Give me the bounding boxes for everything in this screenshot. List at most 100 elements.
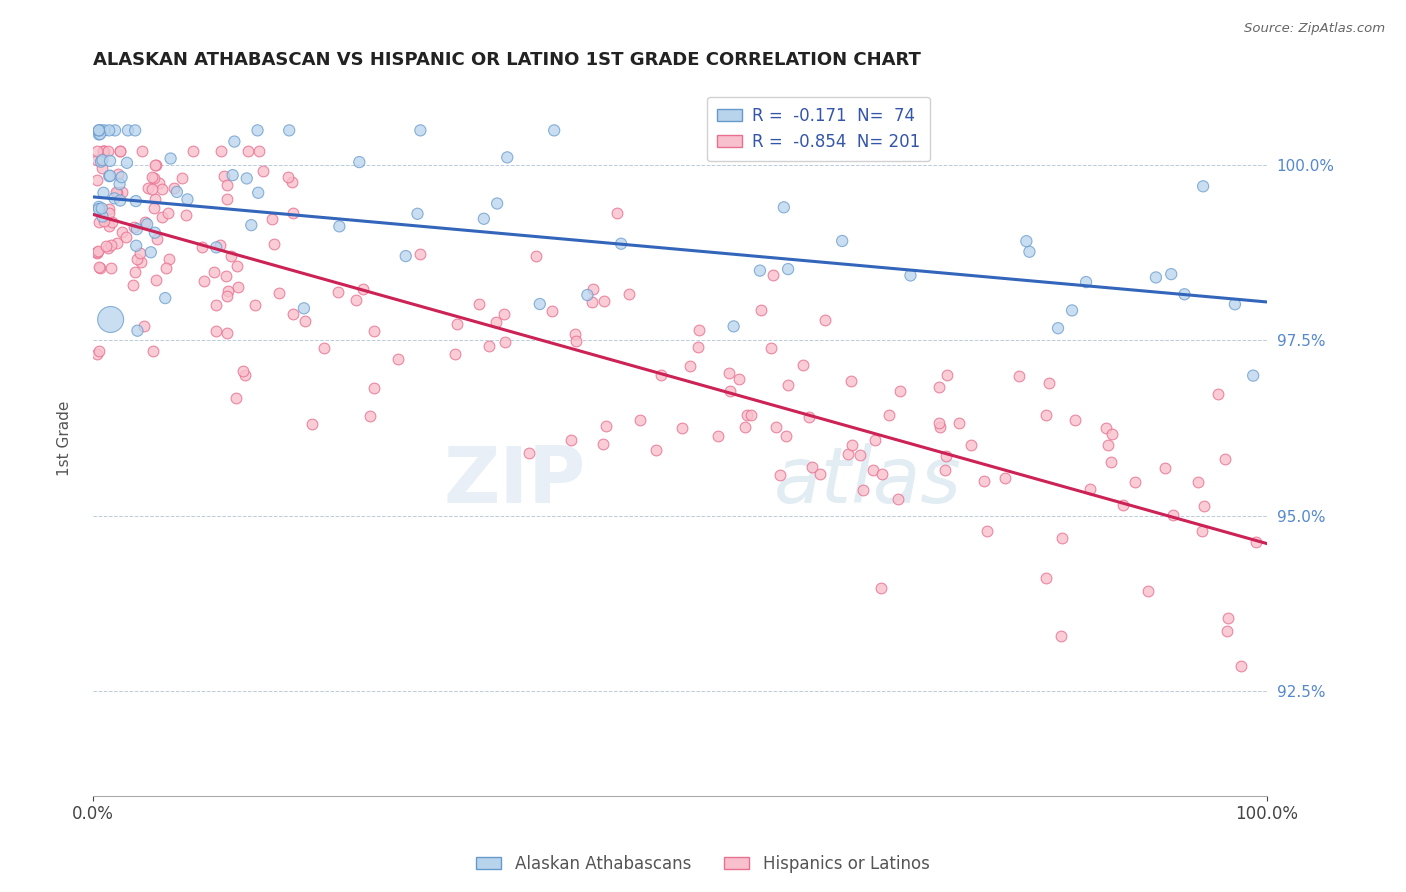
Point: [1078, 483, 1101, 497]
Point: [606, 205, 628, 219]
Point: [97, 145, 120, 159]
Point: [93, 145, 115, 159]
Point: [576, 288, 599, 302]
Point: [217, 284, 239, 298]
Point: [831, 234, 853, 248]
Point: [98, 202, 121, 217]
Point: [406, 207, 429, 221]
Point: [98, 169, 121, 184]
Point: [127, 324, 149, 338]
Point: [162, 181, 184, 195]
Point: [446, 317, 468, 331]
Point: [124, 265, 146, 279]
Point: [468, 297, 491, 311]
Point: [707, 428, 730, 442]
Point: [233, 368, 256, 382]
Point: [104, 123, 127, 137]
Point: [134, 215, 156, 229]
Point: [472, 211, 495, 226]
Point: [409, 247, 432, 261]
Point: [90, 202, 112, 216]
Point: [1192, 179, 1215, 194]
Point: [1038, 376, 1060, 390]
Point: [212, 169, 235, 184]
Point: [103, 191, 125, 205]
Point: [142, 343, 165, 358]
Point: [110, 194, 132, 208]
Point: [1035, 409, 1057, 423]
Point: [1097, 437, 1119, 451]
Point: [225, 391, 247, 405]
Point: [131, 145, 153, 159]
Point: [281, 307, 304, 321]
Point: [617, 287, 640, 301]
Point: [870, 467, 893, 482]
Point: [717, 366, 740, 380]
Point: [928, 416, 950, 430]
Point: [208, 237, 231, 252]
Point: [848, 448, 870, 462]
Point: [127, 252, 149, 266]
Point: [87, 202, 110, 216]
Point: [215, 289, 238, 303]
Point: [1216, 610, 1239, 624]
Point: [86, 246, 108, 260]
Point: [839, 374, 862, 388]
Point: [595, 419, 617, 434]
Point: [91, 153, 114, 167]
Point: [496, 150, 519, 164]
Point: [889, 384, 911, 398]
Point: [98, 153, 121, 168]
Point: [217, 326, 239, 340]
Point: [1230, 659, 1253, 673]
Point: [93, 145, 115, 159]
Point: [581, 282, 603, 296]
Text: ALASKAN ATHABASCAN VS HISPANIC OR LATINO 1ST GRADE CORRELATION CHART: ALASKAN ATHABASCAN VS HISPANIC OR LATINO…: [93, 51, 921, 69]
Point: [564, 326, 586, 341]
Point: [219, 249, 242, 263]
Point: [688, 323, 710, 337]
Point: [114, 230, 136, 244]
Point: [762, 268, 785, 282]
Point: [749, 302, 772, 317]
Point: [877, 409, 900, 423]
Point: [115, 156, 138, 170]
Point: [93, 123, 115, 137]
Point: [159, 152, 181, 166]
Point: [808, 467, 831, 481]
Point: [110, 170, 132, 185]
Point: [176, 193, 198, 207]
Point: [900, 268, 922, 283]
Point: [93, 214, 115, 228]
Point: [145, 158, 167, 172]
Point: [865, 433, 887, 447]
Point: [797, 409, 820, 424]
Point: [122, 219, 145, 234]
Point: [166, 185, 188, 199]
Point: [150, 182, 173, 196]
Point: [217, 178, 239, 192]
Point: [994, 471, 1017, 485]
Point: [235, 171, 257, 186]
Point: [772, 200, 794, 214]
Point: [108, 145, 131, 159]
Point: [1047, 321, 1070, 335]
Point: [225, 260, 247, 274]
Point: [89, 261, 111, 276]
Point: [1153, 461, 1175, 475]
Point: [205, 325, 228, 339]
Point: [541, 304, 564, 318]
Point: [111, 186, 134, 200]
Point: [145, 273, 167, 287]
Point: [1064, 413, 1087, 427]
Point: [1163, 508, 1185, 522]
Point: [117, 123, 139, 137]
Point: [98, 219, 121, 234]
Point: [252, 164, 274, 178]
Point: [87, 344, 110, 359]
Point: [91, 145, 114, 159]
Point: [150, 210, 173, 224]
Point: [928, 380, 950, 394]
Point: [143, 158, 166, 172]
Point: [1123, 475, 1146, 490]
